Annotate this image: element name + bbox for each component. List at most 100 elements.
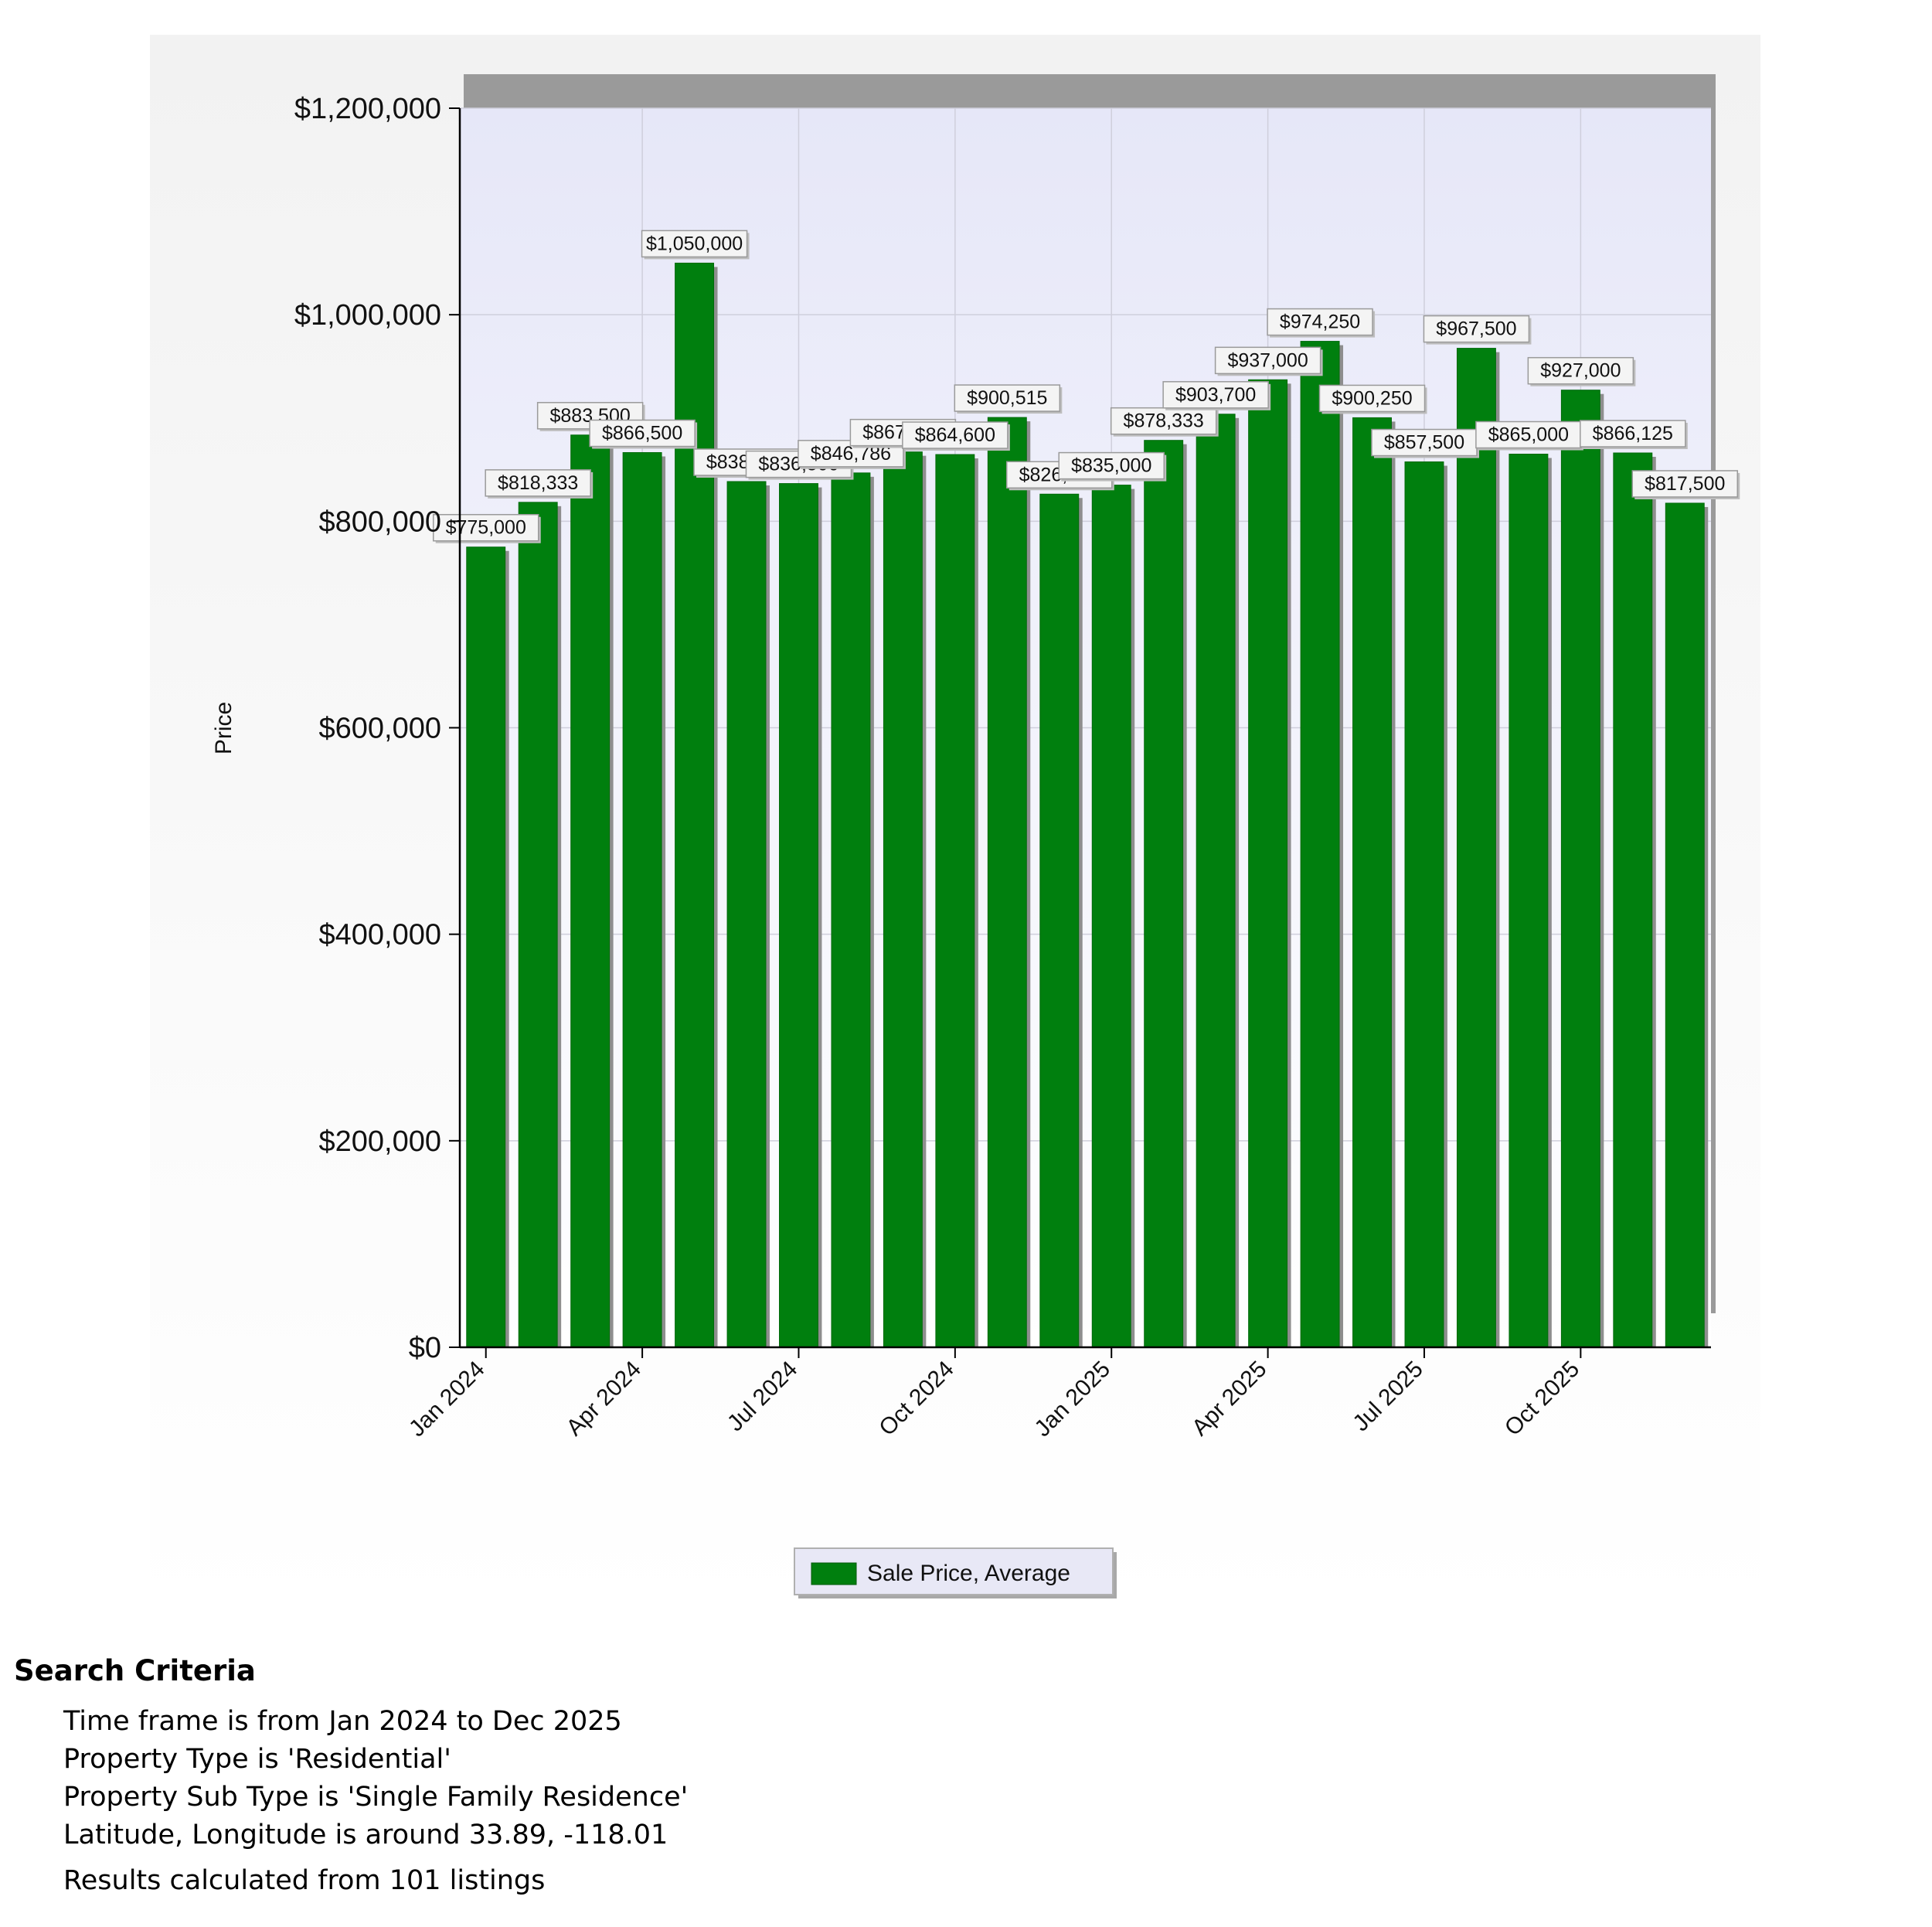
- criteria-property-type: Property Type is 'Residential': [63, 1744, 451, 1775]
- bar: [1196, 414, 1236, 1348]
- y-ticks: $0 $200,000 $400,000 $600,000 $800,000 $1,000…: [294, 93, 460, 1364]
- criteria-property-sub-type: Property Sub Type is 'Single Family Resi…: [63, 1782, 689, 1813]
- bar: [1613, 452, 1653, 1348]
- value-label-box: [1475, 420, 1582, 449]
- value-label-text: $866,125: [1593, 423, 1673, 444]
- value-label-box: [432, 513, 539, 542]
- search-criteria-title: Search Criteria: [14, 1654, 256, 1687]
- bar: [1300, 341, 1340, 1348]
- value-label: $864,600: [902, 421, 1010, 451]
- bar: [1144, 440, 1184, 1348]
- value-label: $818,333: [485, 469, 594, 499]
- y-tick-label: $600,000: [319, 713, 442, 745]
- value-label-text: $974,250: [1280, 312, 1360, 333]
- value-label: $967,500: [1423, 315, 1532, 345]
- value-label-text: $937,000: [1227, 349, 1308, 371]
- value-label-box: [1267, 308, 1373, 336]
- value-label-text: $864,600: [915, 424, 995, 446]
- bar: [831, 472, 871, 1348]
- value-label-text: $878,333: [1124, 410, 1204, 432]
- value-label: $865,000: [1475, 420, 1583, 451]
- bar-chart: $775,000$818,333$883,500$866,500$1,050,0…: [211, 74, 1740, 1598]
- y-tick-label: $800,000: [319, 506, 442, 538]
- bars: [466, 262, 1709, 1348]
- value-label-box: [589, 419, 696, 448]
- bar: [1665, 502, 1705, 1348]
- bar: [1560, 390, 1600, 1348]
- value-label-text: $903,700: [1175, 384, 1256, 406]
- bar: [935, 454, 975, 1348]
- value-label-box: [1527, 356, 1634, 385]
- value-label-text: $900,515: [967, 387, 1047, 409]
- bar: [1352, 417, 1392, 1348]
- bar: [1404, 461, 1444, 1348]
- legend-label: Sale Price, Average: [867, 1561, 1070, 1586]
- value-label-text: $775,000: [446, 517, 526, 539]
- value-label: $857,500: [1371, 428, 1479, 458]
- x-tick-label: Oct 2024: [874, 1357, 958, 1441]
- value-labels: $775,000$818,333$883,500$866,500$1,050,0…: [432, 230, 1740, 543]
- value-label: $866,125: [1580, 420, 1688, 450]
- chart-panel: $775,000 $818,333 $883,500 $866,500 $1,050,0…: [150, 35, 1760, 1612]
- search-criteria: Search Criteria Time frame is from Jan 2…: [14, 1654, 941, 1896]
- y-axis-title: Price: [211, 702, 236, 754]
- x-tick-label: Jan 2025: [1030, 1357, 1116, 1442]
- value-label: $974,250: [1267, 308, 1376, 338]
- criteria-location: Latitude, Longitude is around 33.89, -11…: [63, 1820, 668, 1850]
- value-label-box: [954, 384, 1061, 412]
- value-label-box: [1110, 407, 1217, 435]
- value-label: $900,515: [954, 384, 1063, 414]
- value-label-text: $866,500: [602, 423, 682, 444]
- legend: Sale Price, Average: [794, 1547, 1117, 1598]
- bar: [883, 451, 923, 1348]
- value-label-text: $927,000: [1540, 360, 1621, 382]
- value-label-box: [1318, 384, 1426, 413]
- value-label: $817,500: [1631, 470, 1740, 499]
- bar: [570, 434, 611, 1348]
- y-tick-label: $1,200,000: [294, 93, 441, 125]
- value-label-box: [1580, 420, 1686, 448]
- value-label: $835,000: [1058, 451, 1167, 482]
- value-label-text: $818,333: [498, 472, 578, 494]
- value-label: $1,050,000: [641, 230, 750, 260]
- y-tick-label: $0: [409, 1332, 441, 1364]
- value-label-text: $1,050,000: [646, 233, 743, 254]
- value-label-box: [1371, 428, 1478, 457]
- value-label-box: [902, 421, 1009, 449]
- value-label-box: [1214, 346, 1321, 375]
- y-tick-label: $200,000: [319, 1125, 442, 1158]
- value-label-text: $817,500: [1645, 473, 1725, 495]
- value-label-box: [1162, 381, 1269, 409]
- bar: [726, 481, 767, 1348]
- bar: [1509, 454, 1549, 1348]
- x-tick-label: Jul 2025: [1348, 1357, 1428, 1437]
- x-ticks: Jan 2024 Apr 2024 Jul 2024 Oct 2024 Jan 2025…: [404, 1347, 1584, 1442]
- value-label-box: [1058, 451, 1165, 480]
- value-label: $927,000: [1527, 356, 1636, 386]
- legend-swatch: [811, 1562, 857, 1585]
- bar: [518, 502, 558, 1348]
- bar: [466, 546, 506, 1348]
- value-label-box: [641, 230, 748, 258]
- y-tick-label: $400,000: [319, 919, 442, 952]
- value-label-text: $967,500: [1436, 318, 1516, 340]
- value-label: $937,000: [1214, 346, 1323, 376]
- value-label-text: $835,000: [1071, 455, 1151, 477]
- bar: [1456, 348, 1496, 1348]
- value-label-text: $857,500: [1384, 432, 1464, 454]
- x-tick-label: Jan 2024: [404, 1357, 490, 1442]
- bar: [1039, 493, 1080, 1348]
- value-label: $903,700: [1162, 381, 1271, 410]
- value-label-text: $865,000: [1488, 424, 1569, 446]
- value-label-text: $900,250: [1332, 387, 1412, 409]
- value-label-box: [485, 469, 591, 497]
- x-tick-label: Jul 2024: [723, 1357, 803, 1437]
- value-label-box: [1631, 470, 1739, 498]
- bar: [987, 417, 1027, 1348]
- value-label-box: [1423, 315, 1530, 343]
- value-label: $878,333: [1110, 407, 1219, 437]
- bar: [1091, 485, 1131, 1348]
- results-count: Results calculated from 101 listings: [63, 1865, 546, 1896]
- criteria-timeframe: Time frame is from Jan 2024 to Dec 2025: [63, 1706, 622, 1737]
- bar: [1248, 379, 1288, 1348]
